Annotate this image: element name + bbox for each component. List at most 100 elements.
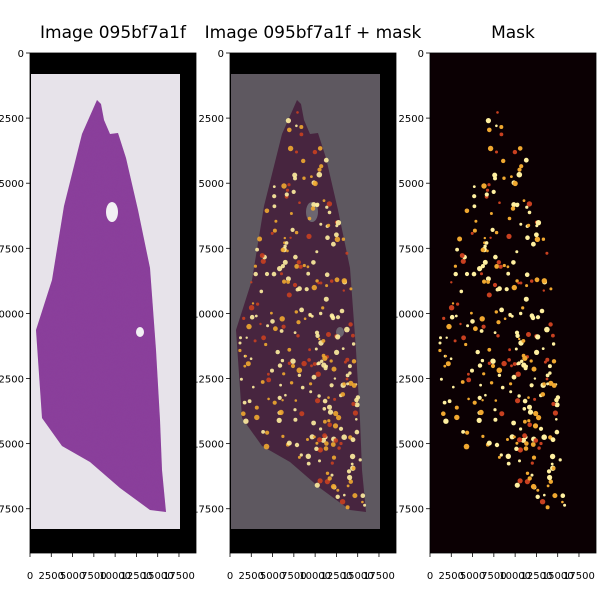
overlay-spot bbox=[253, 339, 257, 343]
overlay-spot bbox=[292, 282, 298, 288]
mask-spot bbox=[534, 277, 540, 283]
overlay-spot bbox=[257, 236, 263, 242]
mask-spot bbox=[543, 493, 546, 497]
overlay-spot bbox=[292, 172, 298, 178]
mask-spot bbox=[522, 433, 527, 439]
overlay-spot bbox=[287, 361, 292, 365]
mask-spot bbox=[509, 382, 513, 386]
overlay-spot bbox=[317, 447, 323, 453]
mask-spot bbox=[483, 236, 486, 240]
mask-spot bbox=[476, 417, 482, 423]
overlay-spot bbox=[254, 414, 260, 421]
overlay-spot bbox=[330, 279, 334, 283]
mask-spot bbox=[531, 455, 537, 460]
overlay-spot bbox=[315, 250, 319, 254]
overlay-spot bbox=[331, 455, 337, 460]
mask-spot bbox=[479, 316, 485, 322]
mask-spot bbox=[538, 426, 544, 431]
panel-mask-axes: 0 250050007500100001250015000175000250050… bbox=[392, 49, 595, 582]
y-tick-label: 0 bbox=[418, 49, 424, 60]
overlay-spot bbox=[334, 236, 341, 242]
mask-spot bbox=[527, 422, 532, 428]
x-tick-label: 0 bbox=[227, 571, 233, 582]
mask-spot bbox=[477, 395, 482, 400]
overlay-spot bbox=[270, 311, 273, 315]
overlay-spot bbox=[291, 189, 296, 194]
overlay-spot bbox=[242, 400, 247, 405]
mask-spot bbox=[453, 264, 457, 268]
mask-spot bbox=[487, 361, 492, 365]
panel-overlay-frame bbox=[229, 52, 397, 554]
mask-spot bbox=[536, 415, 542, 421]
mask-spot bbox=[533, 410, 539, 417]
overlay-spot bbox=[322, 407, 327, 411]
panel-mask-plot bbox=[430, 53, 596, 553]
overlay-spot bbox=[281, 183, 287, 189]
mask-spot bbox=[454, 405, 459, 410]
overlay-spot bbox=[260, 258, 266, 264]
mask-spot bbox=[552, 410, 559, 416]
mask-spot bbox=[534, 349, 540, 355]
mask-spot bbox=[479, 383, 482, 387]
mask-spot bbox=[480, 247, 485, 253]
mask-spot bbox=[512, 362, 517, 366]
mask-spot bbox=[526, 223, 531, 228]
overlay-spot bbox=[351, 466, 356, 471]
mask-spot bbox=[518, 337, 521, 341]
y-tick-label: 17500 bbox=[0, 505, 24, 516]
mask-spot bbox=[460, 380, 465, 384]
mask-spot bbox=[547, 474, 553, 481]
overlay-spot bbox=[327, 396, 330, 399]
overlay-spot bbox=[311, 202, 317, 208]
mask-spot bbox=[499, 307, 504, 313]
overlay-spot bbox=[317, 281, 321, 285]
mask-spot bbox=[482, 372, 486, 376]
overlay-spot bbox=[329, 359, 333, 363]
overlay-spot bbox=[276, 417, 282, 423]
tissue-section-dimmed bbox=[236, 100, 366, 512]
overlay-spot bbox=[312, 149, 318, 155]
overlay-spot bbox=[307, 358, 311, 362]
overlay-spot bbox=[334, 277, 340, 283]
overlay-spot bbox=[296, 334, 300, 338]
mask-spot bbox=[482, 279, 487, 284]
mask-spot bbox=[460, 258, 466, 264]
y-tick-label: 15000 bbox=[392, 440, 424, 451]
mask-spot bbox=[519, 164, 524, 169]
overlay-spot bbox=[322, 199, 326, 203]
mask-spot bbox=[495, 287, 500, 292]
overlay-spot bbox=[300, 385, 305, 390]
mask-spot bbox=[506, 271, 511, 276]
overlay-spot bbox=[326, 223, 331, 228]
overlay-spot bbox=[315, 333, 320, 338]
mask-spot bbox=[523, 366, 528, 371]
x-tick-label: 5000 bbox=[260, 571, 285, 582]
overlay-spot bbox=[243, 364, 247, 368]
overlay-spot bbox=[327, 422, 333, 428]
y-tick-label: 2500 bbox=[199, 114, 224, 125]
mask-spot bbox=[535, 315, 541, 320]
mask-spot bbox=[515, 398, 521, 404]
overlay-spot bbox=[348, 371, 352, 375]
panel-overlay-axes: 0 250050007500100001250015000175000250050… bbox=[192, 49, 395, 582]
mask-spot bbox=[477, 363, 483, 368]
overlay-spot bbox=[355, 418, 358, 421]
mask-spot bbox=[552, 493, 558, 499]
overlay-spot bbox=[287, 145, 294, 152]
panel-image-frame bbox=[29, 52, 197, 554]
x-tick-label: 15000 bbox=[142, 571, 174, 582]
mask-spot bbox=[529, 383, 534, 388]
mask-spot bbox=[525, 471, 530, 475]
overlay-spot bbox=[334, 349, 340, 355]
overlay-spot bbox=[310, 175, 313, 179]
mask-spot bbox=[495, 124, 498, 128]
overlay-spot bbox=[284, 192, 289, 197]
mask-spot bbox=[533, 377, 537, 380]
overlay-spot bbox=[297, 373, 302, 377]
overlay-spot bbox=[311, 420, 316, 426]
mask-spot bbox=[506, 233, 512, 239]
mask-spot bbox=[524, 441, 529, 446]
overlay-spot bbox=[317, 167, 322, 172]
overlay-spot bbox=[351, 342, 356, 346]
overlay-spot bbox=[285, 118, 291, 124]
